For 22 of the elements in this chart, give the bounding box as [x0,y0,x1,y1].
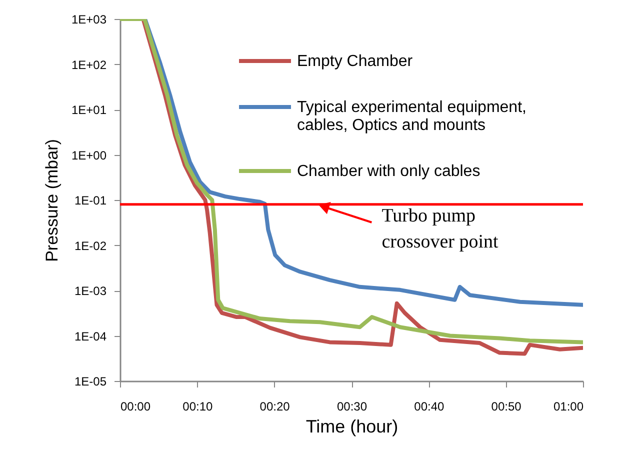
x-tick-label: 00:20 [260,400,290,414]
y-tick-label: 1E+03 [71,12,107,26]
y-tick-label: 1E-02 [74,238,107,253]
y-tick-label: 1E+02 [71,58,107,72]
y-tick-label: 1E-03 [74,284,107,298]
y-tick-label: 1E-04 [74,329,107,344]
y-tick-label: 1E+00 [71,148,107,162]
y-tick-label: 1E+01 [71,103,107,117]
legend-label: Typical experimental equipment, cables, Optics and mounts [297,99,526,134]
x-tick-label: 00:30 [336,400,368,414]
y-axis-title: Pressure (mbar) [42,139,62,262]
legend-label: Chamber with only cables [297,163,480,180]
x-tick-label: 00:40 [414,400,445,414]
annotation: Turbo pump crossover point [382,205,500,252]
legend-label: Empty Chamber [297,53,414,70]
x-tick-label: 00:10 [182,400,214,414]
y-tick-label: 1E-01 [74,194,107,208]
x-axis-title: Time (hour) [306,416,398,436]
x-tick-label: 01:00 [553,400,584,414]
y-tick-label: 1E-05 [74,374,107,388]
x-tick-label: 00:00 [120,400,151,414]
x-tick-label: 00:50 [491,400,522,414]
